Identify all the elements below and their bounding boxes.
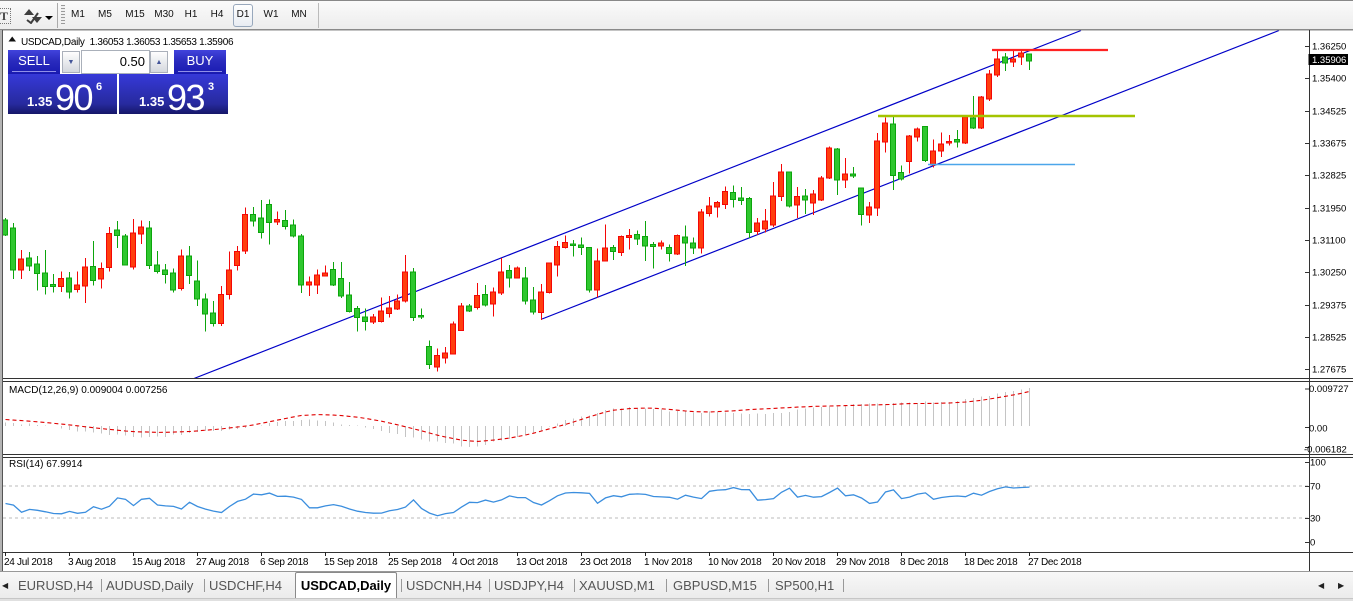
svg-text:10 Nov 2018: 10 Nov 2018 <box>708 557 762 568</box>
svg-text:29 Nov 2018: 29 Nov 2018 <box>836 557 890 568</box>
svg-text:15 Sep 2018: 15 Sep 2018 <box>324 557 378 568</box>
svg-text:0.009727: 0.009727 <box>1309 384 1349 395</box>
svg-text:0.00: 0.00 <box>1309 424 1328 435</box>
svg-text:MACD(12,26,9) 0.009004 0.00725: MACD(12,26,9) 0.009004 0.007256 <box>9 385 168 396</box>
svg-text:1.34525: 1.34525 <box>1312 107 1346 118</box>
svg-text:18 Dec 2018: 18 Dec 2018 <box>964 557 1018 568</box>
svg-text:RSI(14) 67.9914: RSI(14) 67.9914 <box>9 459 83 470</box>
svg-text:15 Aug 2018: 15 Aug 2018 <box>132 557 186 568</box>
svg-text:27 Aug 2018: 27 Aug 2018 <box>196 557 250 568</box>
svg-text:0: 0 <box>1310 538 1315 549</box>
svg-text:1.30250: 1.30250 <box>1312 268 1346 279</box>
svg-text:USDCAD,Daily 1.36053 1.36053: USDCAD,Daily 1.36053 1.36053 1.35653 1.3… <box>21 37 234 48</box>
svg-text:1.31950: 1.31950 <box>1312 204 1346 215</box>
svg-text:1.35400: 1.35400 <box>1312 74 1346 85</box>
svg-text:13 Oct 2018: 13 Oct 2018 <box>516 557 568 568</box>
svg-text:70: 70 <box>1310 482 1321 493</box>
svg-text:23 Oct 2018: 23 Oct 2018 <box>580 557 632 568</box>
svg-text:4 Oct 2018: 4 Oct 2018 <box>452 557 499 568</box>
svg-text:6 Sep 2018: 6 Sep 2018 <box>260 557 309 568</box>
svg-text:1.27675: 1.27675 <box>1312 365 1346 376</box>
svg-text:1.35906: 1.35906 <box>1312 55 1346 66</box>
svg-text:1.31100: 1.31100 <box>1312 236 1346 247</box>
svg-text:1 Nov 2018: 1 Nov 2018 <box>644 557 693 568</box>
svg-text:25 Sep 2018: 25 Sep 2018 <box>388 557 442 568</box>
svg-text:1.33675: 1.33675 <box>1312 139 1346 150</box>
svg-text:24 Jul 2018: 24 Jul 2018 <box>4 557 53 568</box>
svg-text:1.29375: 1.29375 <box>1312 301 1346 312</box>
svg-text:-0.006182: -0.006182 <box>1304 445 1347 456</box>
svg-text:1.36250: 1.36250 <box>1312 42 1346 53</box>
svg-text:100: 100 <box>1310 458 1326 469</box>
svg-text:30: 30 <box>1310 514 1321 525</box>
svg-text:1.32825: 1.32825 <box>1312 171 1346 182</box>
svg-text:8 Dec 2018: 8 Dec 2018 <box>900 557 949 568</box>
svg-text:27 Dec 2018: 27 Dec 2018 <box>1028 557 1082 568</box>
svg-text:1.28525: 1.28525 <box>1312 333 1346 344</box>
svg-text:20 Nov 2018: 20 Nov 2018 <box>772 557 826 568</box>
svg-text:3 Aug 2018: 3 Aug 2018 <box>68 557 116 568</box>
